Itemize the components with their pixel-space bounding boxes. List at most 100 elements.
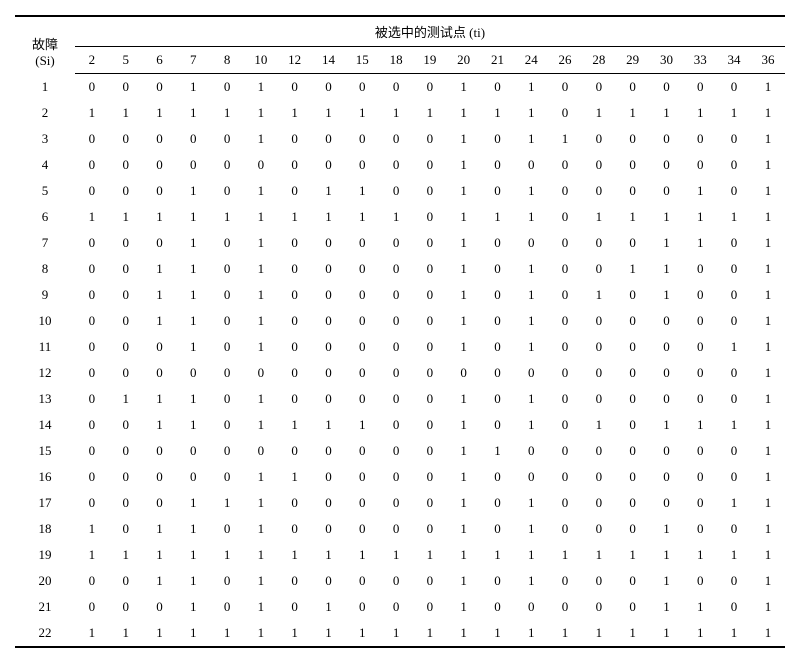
table-cell: 0 xyxy=(278,516,312,542)
table-cell: 0 xyxy=(75,594,109,620)
table-cell: 0 xyxy=(278,230,312,256)
table-cell: 0 xyxy=(616,334,650,360)
table-cell: 0 xyxy=(210,594,244,620)
column-header: 7 xyxy=(176,47,210,74)
table-cell: 0 xyxy=(379,386,413,412)
table-cell: 1 xyxy=(582,542,616,568)
table-cell: 0 xyxy=(345,256,379,282)
table-cell: 0 xyxy=(109,178,143,204)
table-cell: 0 xyxy=(75,74,109,101)
table-cell: 0 xyxy=(109,412,143,438)
table-cell: 0 xyxy=(312,282,346,308)
table-cell: 0 xyxy=(210,230,244,256)
table-cell: 1 xyxy=(447,308,481,334)
table-cell: 0 xyxy=(548,438,582,464)
table-cell: 0 xyxy=(413,360,447,386)
table-cell: 1 xyxy=(751,360,785,386)
table-cell: 0 xyxy=(447,360,481,386)
table-cell: 1 xyxy=(650,516,684,542)
table-cell: 1 xyxy=(379,204,413,230)
table-cell: 1 xyxy=(143,386,177,412)
table-cell: 0 xyxy=(616,74,650,101)
table-cell: 1 xyxy=(345,178,379,204)
table-row: 5000101011001010000101 xyxy=(15,178,785,204)
table-cell: 1 xyxy=(244,386,278,412)
table-cell: 1 xyxy=(514,126,548,152)
table-cell: 0 xyxy=(650,152,684,178)
table-cell: 1 xyxy=(447,412,481,438)
column-header: 30 xyxy=(650,47,684,74)
table-cell: 0 xyxy=(481,490,515,516)
table-cell: 1 xyxy=(650,620,684,647)
table-cell: 1 xyxy=(312,594,346,620)
table-cell: 1 xyxy=(176,412,210,438)
table-cell: 1 xyxy=(176,204,210,230)
table-cell: 1 xyxy=(751,126,785,152)
table-cell: 1 xyxy=(683,620,717,647)
table-cell: 1 xyxy=(447,100,481,126)
table-cell: 0 xyxy=(650,74,684,101)
table-cell: 0 xyxy=(210,464,244,490)
table-cell: 0 xyxy=(109,438,143,464)
table-cell: 0 xyxy=(413,568,447,594)
table-cell: 0 xyxy=(109,126,143,152)
table-cell: 0 xyxy=(312,334,346,360)
table-cell: 0 xyxy=(650,126,684,152)
table-cell: 1 xyxy=(447,256,481,282)
table-cell: 0 xyxy=(616,282,650,308)
table-cell: 1 xyxy=(278,542,312,568)
table-cell: 0 xyxy=(345,594,379,620)
table-cell: 1 xyxy=(278,204,312,230)
table-cell: 1 xyxy=(683,594,717,620)
table-cell: 0 xyxy=(345,360,379,386)
table-cell: 1 xyxy=(683,412,717,438)
table-row: 22111111111111111111111 xyxy=(15,620,785,647)
table-cell: 1 xyxy=(616,620,650,647)
table-cell: 0 xyxy=(650,386,684,412)
table-cell: 1 xyxy=(582,282,616,308)
table-cell: 1 xyxy=(176,282,210,308)
row-label: 19 xyxy=(15,542,75,568)
table-cell: 0 xyxy=(312,74,346,101)
table-cell: 0 xyxy=(109,464,143,490)
table-cell: 0 xyxy=(481,256,515,282)
table-cell: 0 xyxy=(582,490,616,516)
table-cell: 1 xyxy=(75,542,109,568)
table-cell: 1 xyxy=(345,412,379,438)
table-cell: 1 xyxy=(751,386,785,412)
table-cell: 0 xyxy=(683,360,717,386)
table-cell: 0 xyxy=(413,178,447,204)
table-cell: 1 xyxy=(481,100,515,126)
table-cell: 0 xyxy=(109,256,143,282)
table-cell: 0 xyxy=(312,152,346,178)
table-cell: 1 xyxy=(176,620,210,647)
table-cell: 1 xyxy=(548,542,582,568)
table-cell: 0 xyxy=(413,334,447,360)
table-cell: 0 xyxy=(717,594,751,620)
table-cell: 0 xyxy=(650,360,684,386)
table-cell: 1 xyxy=(751,568,785,594)
table-cell: 1 xyxy=(650,282,684,308)
table-cell: 0 xyxy=(413,126,447,152)
table-cell: 0 xyxy=(75,360,109,386)
table-cell: 0 xyxy=(379,178,413,204)
table-cell: 1 xyxy=(447,152,481,178)
table-cell: 1 xyxy=(176,542,210,568)
table-cell: 0 xyxy=(683,464,717,490)
table-row: 21000101010001000001101 xyxy=(15,594,785,620)
table-cell: 0 xyxy=(413,152,447,178)
row-label: 2 xyxy=(15,100,75,126)
column-header: 33 xyxy=(683,47,717,74)
table-cell: 0 xyxy=(379,282,413,308)
table-cell: 1 xyxy=(447,74,481,101)
table-cell: 1 xyxy=(481,204,515,230)
table-cell: 0 xyxy=(481,308,515,334)
table-cell: 1 xyxy=(379,542,413,568)
table-cell: 1 xyxy=(109,542,143,568)
table-cell: 1 xyxy=(751,334,785,360)
table-cell: 0 xyxy=(481,334,515,360)
table-cell: 0 xyxy=(481,516,515,542)
table-cell: 0 xyxy=(683,438,717,464)
column-header: 8 xyxy=(210,47,244,74)
table-cell: 1 xyxy=(582,620,616,647)
